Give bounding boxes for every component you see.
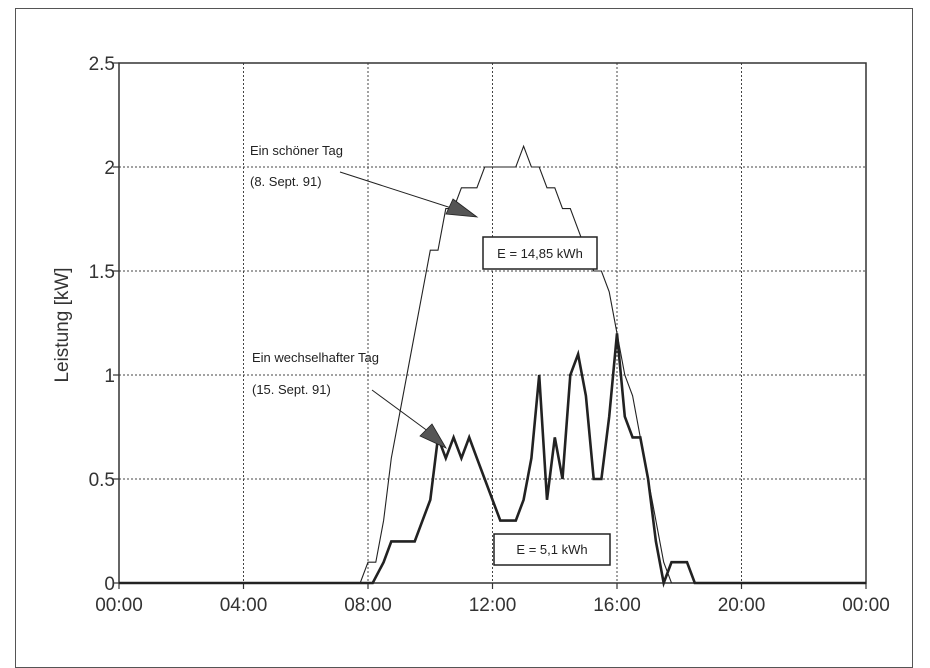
variable-day-energy-box: E = 5,1 kWh — [493, 533, 611, 566]
variable-day-date: (15. Sept. 91) — [252, 382, 331, 397]
good-day-arrow — [339, 171, 479, 218]
y-tick-label: 2 — [104, 158, 115, 179]
series-line-variable-day — [119, 333, 866, 588]
variable-day-title: Ein wechselhafter Tag — [252, 350, 379, 365]
x-tick-label: 12:00 — [469, 595, 517, 616]
good-day-energy: E = 14,85 kWh — [497, 246, 583, 261]
x-tick-label: 16:00 — [593, 595, 641, 616]
x-tick-label: 00:00 — [842, 595, 890, 616]
y-tick-label: 1.5 — [89, 262, 115, 283]
good-day-title: Ein schöner Tag — [250, 143, 343, 158]
variable-day-energy: E = 5,1 kWh — [516, 542, 587, 557]
y-tick-label: 2.5 — [89, 54, 115, 75]
series-line-sunny-day — [119, 144, 866, 584]
y-tick-label: 0.5 — [89, 470, 115, 491]
grid — [119, 63, 866, 583]
x-tick-label: 00:00 — [95, 595, 143, 616]
good-day-date: (8. Sept. 91) — [250, 174, 322, 189]
y-tick-labels: 0 0.5 1 1.5 2 2.5 — [89, 54, 115, 595]
power-chart: 0 0.5 1 1.5 2 2.5 00:00 04:00 08:00 12:00 16:00 20… — [52, 54, 890, 616]
good-day-energy-box: E = 14,85 kWh — [482, 236, 598, 270]
x-tick-label: 08:00 — [344, 595, 392, 616]
variable-day-arrow — [371, 389, 447, 449]
x-tick-label: 04:00 — [220, 595, 268, 616]
y-tick-label: 0 — [104, 574, 115, 595]
x-tick-labels: 00:00 04:00 08:00 12:00 16:00 20:00 00:00 — [95, 595, 890, 616]
y-tick-label: 1 — [104, 366, 115, 387]
x-tick-label: 20:00 — [718, 595, 766, 616]
axes — [113, 62, 867, 589]
series-lines — [119, 144, 866, 588]
y-axis-label: Leistung [kW] — [52, 267, 73, 382]
